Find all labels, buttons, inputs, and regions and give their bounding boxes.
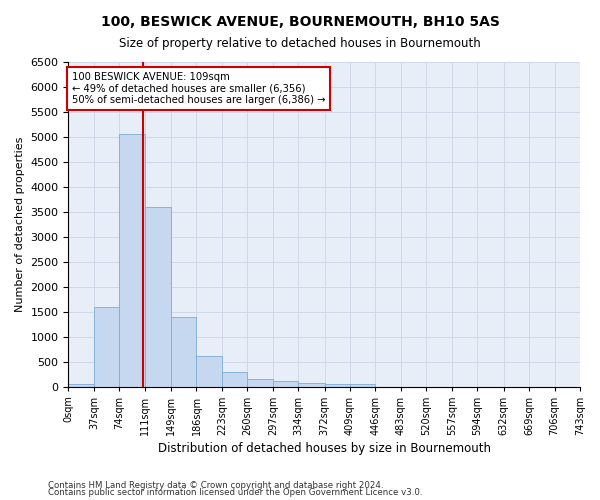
Bar: [171, 316, 196, 386]
Bar: [350, 384, 376, 386]
Bar: [325, 384, 350, 386]
Bar: [273, 381, 298, 386]
Bar: [119, 134, 145, 386]
Bar: [94, 306, 119, 386]
Bar: [298, 383, 325, 386]
Bar: [222, 372, 247, 386]
X-axis label: Distribution of detached houses by size in Bournemouth: Distribution of detached houses by size …: [158, 442, 491, 455]
Y-axis label: Number of detached properties: Number of detached properties: [15, 136, 25, 312]
Bar: [68, 384, 94, 386]
Bar: [196, 356, 222, 386]
Text: 100, BESWICK AVENUE, BOURNEMOUTH, BH10 5AS: 100, BESWICK AVENUE, BOURNEMOUTH, BH10 5…: [101, 15, 499, 29]
Bar: [247, 378, 273, 386]
Bar: [145, 206, 171, 386]
Text: Size of property relative to detached houses in Bournemouth: Size of property relative to detached ho…: [119, 38, 481, 51]
Text: Contains public sector information licensed under the Open Government Licence v3: Contains public sector information licen…: [48, 488, 422, 497]
Text: Contains HM Land Registry data © Crown copyright and database right 2024.: Contains HM Land Registry data © Crown c…: [48, 480, 383, 490]
Text: 100 BESWICK AVENUE: 109sqm
← 49% of detached houses are smaller (6,356)
50% of s: 100 BESWICK AVENUE: 109sqm ← 49% of deta…: [72, 72, 325, 104]
